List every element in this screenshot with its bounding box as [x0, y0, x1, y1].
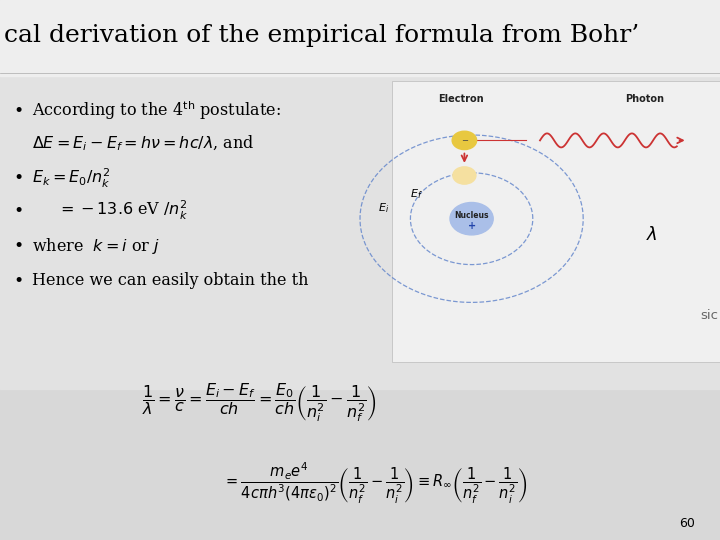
Text: Nucleus: Nucleus — [454, 211, 489, 220]
Text: Photon: Photon — [625, 94, 664, 105]
Text: •: • — [13, 169, 23, 187]
Text: 60: 60 — [679, 517, 695, 530]
Text: $\dfrac{1}{\lambda} = \dfrac{\nu}{c} = \dfrac{E_i - E_f}{ch} = \dfrac{E_0}{ch}\l: $\dfrac{1}{\lambda} = \dfrac{\nu}{c} = \… — [142, 381, 377, 424]
Text: cal derivation of the empirical formula from Bohr’: cal derivation of the empirical formula … — [4, 24, 639, 48]
Text: •: • — [13, 102, 23, 120]
Text: According to the 4$^{\mathrm{th}}$ postulate:: According to the 4$^{\mathrm{th}}$ postu… — [32, 99, 282, 122]
Text: sic: sic — [701, 309, 719, 322]
Text: $E_f$: $E_f$ — [410, 187, 423, 201]
Text: $\lambda$: $\lambda$ — [646, 226, 657, 244]
Text: −: − — [461, 136, 468, 145]
Text: •: • — [13, 201, 23, 220]
Bar — [0, 0, 720, 389]
Text: $\Delta E = E_i - E_f = h\nu = hc/\lambda$, and: $\Delta E = E_i - E_f = h\nu = hc/\lambd… — [32, 133, 255, 153]
Text: $E_k = E_0 / n_k^2$: $E_k = E_0 / n_k^2$ — [32, 167, 111, 190]
Circle shape — [452, 131, 477, 150]
Circle shape — [453, 167, 476, 184]
Text: Electron: Electron — [438, 94, 484, 105]
Text: $= \dfrac{m_e e^4}{4c\pi h^3 (4\pi\varepsilon_0)^2}\left(\dfrac{1}{n_f^2} - \dfr: $= \dfrac{m_e e^4}{4c\pi h^3 (4\pi\varep… — [223, 461, 528, 506]
Text: •: • — [13, 272, 23, 290]
Bar — [392, 81, 720, 362]
Text: Hence we can easily obtain the th: Hence we can easily obtain the th — [32, 272, 309, 289]
Text: +: + — [467, 221, 476, 231]
Text: $= -13.6$ eV $/ n_k^2$: $= -13.6$ eV $/ n_k^2$ — [32, 199, 188, 222]
Bar — [0, 0, 720, 76]
Text: •: • — [13, 237, 23, 255]
Text: where  $k = i$ or $j$: where $k = i$ or $j$ — [32, 235, 161, 256]
Text: $E_i$: $E_i$ — [378, 201, 389, 215]
Circle shape — [450, 202, 493, 235]
